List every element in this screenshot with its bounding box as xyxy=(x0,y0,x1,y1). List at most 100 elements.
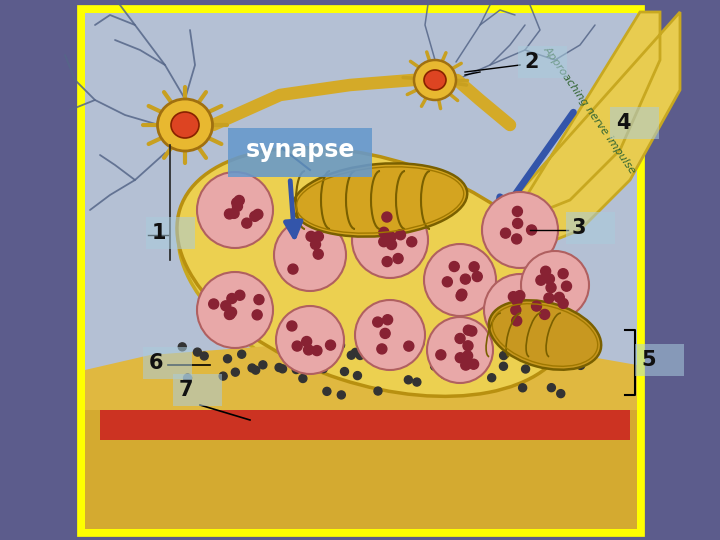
Ellipse shape xyxy=(424,70,446,90)
Circle shape xyxy=(279,365,287,373)
Circle shape xyxy=(253,210,263,219)
Circle shape xyxy=(416,339,424,347)
Circle shape xyxy=(449,261,459,272)
Text: 5: 5 xyxy=(641,350,656,370)
Ellipse shape xyxy=(171,112,199,138)
Circle shape xyxy=(284,341,292,349)
Circle shape xyxy=(544,274,554,284)
Circle shape xyxy=(197,272,273,348)
FancyBboxPatch shape xyxy=(228,128,372,177)
Circle shape xyxy=(325,340,336,350)
Circle shape xyxy=(500,228,510,238)
FancyBboxPatch shape xyxy=(635,344,684,376)
Circle shape xyxy=(386,232,396,242)
Circle shape xyxy=(407,237,417,247)
Circle shape xyxy=(357,348,365,356)
Circle shape xyxy=(562,281,572,291)
Text: 3: 3 xyxy=(572,218,587,238)
Circle shape xyxy=(464,325,473,335)
Circle shape xyxy=(287,321,297,331)
Circle shape xyxy=(393,254,403,264)
Circle shape xyxy=(225,309,235,320)
Circle shape xyxy=(384,353,392,361)
Circle shape xyxy=(306,231,316,241)
Circle shape xyxy=(323,387,331,395)
Circle shape xyxy=(546,282,556,293)
Circle shape xyxy=(472,272,482,281)
FancyBboxPatch shape xyxy=(146,217,195,249)
Circle shape xyxy=(557,390,564,397)
Circle shape xyxy=(544,293,554,303)
Circle shape xyxy=(382,212,392,222)
Circle shape xyxy=(467,326,477,336)
Circle shape xyxy=(482,192,558,268)
Text: 2: 2 xyxy=(524,52,539,72)
Circle shape xyxy=(231,368,239,376)
Circle shape xyxy=(521,251,589,319)
Circle shape xyxy=(384,350,392,357)
Circle shape xyxy=(242,218,252,228)
Circle shape xyxy=(288,264,298,274)
Circle shape xyxy=(355,300,425,370)
Circle shape xyxy=(235,290,245,300)
Circle shape xyxy=(531,301,541,311)
Circle shape xyxy=(382,315,392,325)
Circle shape xyxy=(319,364,328,373)
Circle shape xyxy=(547,384,555,392)
Circle shape xyxy=(221,301,231,311)
Circle shape xyxy=(501,339,509,347)
Circle shape xyxy=(487,374,495,382)
Circle shape xyxy=(463,341,473,351)
Polygon shape xyxy=(85,350,637,529)
Circle shape xyxy=(484,274,556,346)
Text: 7: 7 xyxy=(179,380,194,400)
Circle shape xyxy=(225,209,235,219)
Circle shape xyxy=(225,309,235,319)
Circle shape xyxy=(274,219,346,291)
FancyBboxPatch shape xyxy=(173,374,222,406)
Circle shape xyxy=(194,348,202,356)
Circle shape xyxy=(219,372,228,380)
Text: 1: 1 xyxy=(152,223,166,243)
Circle shape xyxy=(461,360,471,370)
Circle shape xyxy=(252,310,262,320)
Circle shape xyxy=(227,307,237,318)
Circle shape xyxy=(382,256,392,267)
Circle shape xyxy=(292,341,302,351)
Circle shape xyxy=(341,368,348,375)
Ellipse shape xyxy=(414,60,456,100)
Bar xyxy=(82,10,640,532)
Circle shape xyxy=(379,227,389,237)
Circle shape xyxy=(500,352,508,360)
Circle shape xyxy=(515,291,525,301)
Circle shape xyxy=(526,225,536,235)
Circle shape xyxy=(254,295,264,305)
Circle shape xyxy=(521,365,530,373)
Circle shape xyxy=(374,387,382,395)
Circle shape xyxy=(229,208,239,218)
Circle shape xyxy=(477,364,485,372)
Circle shape xyxy=(379,237,389,247)
Circle shape xyxy=(518,384,526,392)
Circle shape xyxy=(508,292,518,302)
Circle shape xyxy=(540,309,549,320)
Circle shape xyxy=(377,344,387,354)
Text: synapse: synapse xyxy=(246,138,355,162)
Circle shape xyxy=(442,277,452,287)
Circle shape xyxy=(373,317,383,327)
Circle shape xyxy=(554,292,564,302)
Circle shape xyxy=(455,353,465,363)
Ellipse shape xyxy=(489,300,601,370)
Circle shape xyxy=(200,352,208,360)
Circle shape xyxy=(354,372,361,380)
Circle shape xyxy=(276,306,344,374)
Circle shape xyxy=(450,347,458,355)
Circle shape xyxy=(304,345,314,355)
Polygon shape xyxy=(85,340,637,410)
Circle shape xyxy=(197,172,273,248)
FancyBboxPatch shape xyxy=(610,107,659,139)
Circle shape xyxy=(356,352,364,360)
Circle shape xyxy=(512,316,522,326)
Circle shape xyxy=(336,341,345,349)
Circle shape xyxy=(405,376,413,384)
